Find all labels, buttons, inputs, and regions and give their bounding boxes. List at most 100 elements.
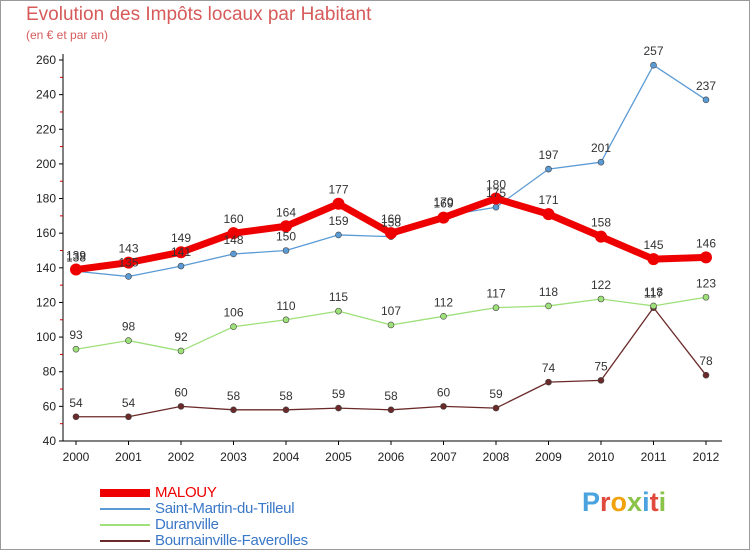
data-point-malouy: [437, 211, 450, 224]
data-point-malouy: [595, 230, 607, 243]
data-label-saint-martin-du-tilleul: 170: [433, 195, 453, 209]
data-point-duranville: [282, 316, 290, 324]
data-label-bournainville-faverolles: 54: [69, 396, 83, 410]
data-label-duranville: 115: [329, 290, 348, 304]
data-point-saint-martin-du-tilleul: [545, 165, 552, 173]
data-label-bournainville-faverolles: 59: [489, 387, 503, 401]
data-point-duranville: [230, 323, 237, 331]
data-label-saint-martin-du-tilleul: 197: [538, 148, 558, 162]
y-tick-label: 80: [43, 365, 57, 379]
data-point-bournainville-faverolles: [492, 404, 500, 412]
legend-label-saint-martin-du-tilleul: Saint-Martin-du-Tilleul: [155, 500, 295, 517]
y-tick-label: 40: [43, 434, 57, 448]
data-label-malouy: 146: [696, 236, 716, 250]
y-tick-label: 60: [43, 399, 57, 413]
x-tick-label: 2011: [641, 450, 667, 464]
data-label-saint-martin-du-tilleul: 237: [696, 79, 716, 93]
x-tick-label: 2010: [588, 450, 615, 464]
data-point-malouy: [647, 253, 660, 266]
data-point-bournainville-faverolles: [597, 377, 605, 384]
data-label-duranville: 98: [122, 320, 136, 334]
y-tick-label: 160: [36, 226, 56, 240]
logo-letter: t: [649, 487, 659, 517]
data-label-duranville: 93: [69, 328, 83, 342]
data-point-saint-martin-du-tilleul: [230, 250, 237, 258]
x-tick-label: 2005: [325, 450, 352, 464]
data-label-duranville: 92: [174, 330, 188, 344]
x-tick-label: 2008: [483, 450, 510, 464]
data-point-duranville: [702, 293, 710, 301]
legend-label-malouy: MALOUY: [155, 484, 217, 501]
data-label-malouy: 160: [381, 212, 401, 226]
data-point-duranville: [335, 307, 342, 315]
data-label-duranville: 123: [696, 276, 716, 290]
y-tick-label: 200: [36, 157, 56, 171]
data-label-malouy: 158: [591, 216, 611, 230]
data-point-duranville: [387, 321, 395, 329]
x-tick-label: 2007: [430, 450, 457, 464]
data-label-bournainville-faverolles: 54: [122, 396, 136, 410]
chart-subtitle: (en € et par an): [26, 28, 109, 42]
data-label-bournainville-faverolles: 75: [594, 359, 608, 373]
data-label-saint-martin-du-tilleul: 159: [328, 214, 348, 228]
data-label-malouy: 177: [328, 183, 348, 197]
proxiti-logo: Proxiti: [582, 487, 666, 518]
series-lines: [70, 61, 712, 421]
data-point-saint-martin-du-tilleul: [650, 61, 657, 69]
data-point-saint-martin-du-tilleul: [702, 96, 710, 104]
data-label-malouy: 164: [276, 205, 296, 219]
data-label-malouy: 145: [643, 238, 663, 252]
y-tick-label: 140: [36, 261, 56, 275]
data-label-bournainville-faverolles: 78: [699, 354, 713, 368]
y-tick-label: 260: [36, 53, 56, 67]
legend-swatch-malouy: [100, 489, 150, 497]
data-label-malouy: 143: [118, 242, 138, 256]
data-point-duranville: [650, 302, 657, 310]
x-tick-label: 2009: [535, 450, 562, 464]
legend-swatch-bournainville-faverolles: [100, 540, 150, 542]
data-point-bournainville-faverolles: [335, 404, 342, 412]
x-tick-label: 2006: [378, 450, 405, 464]
data-point-malouy: [227, 227, 240, 240]
data-labels: 54 54 60 58 58 59 58 60 59 74 75 117 78 93 98 92 106 110 1…: [66, 44, 716, 410]
logo-letter: P: [582, 487, 601, 517]
data-point-bournainville-faverolles: [545, 378, 552, 386]
data-point-bournainville-faverolles: [282, 406, 290, 414]
data-label-saint-martin-du-tilleul: 257: [643, 44, 663, 58]
data-label-duranville: 107: [381, 304, 401, 318]
legend-label-bournainville-faverolles: Bournainville-Faverolles: [155, 532, 308, 549]
data-label-bournainville-faverolles: 60: [174, 385, 188, 399]
x-tick-label: 2004: [273, 450, 300, 464]
data-point-saint-martin-du-tilleul: [597, 158, 605, 166]
data-label-saint-martin-du-tilleul: 138: [66, 250, 86, 264]
x-tick-label: 2003: [220, 450, 247, 464]
data-label-duranville: 117: [486, 287, 505, 301]
data-label-saint-martin-du-tilleul: 158: [381, 216, 401, 230]
data-point-duranville: [545, 302, 552, 310]
data-label-malouy: 171: [538, 193, 558, 207]
legend-swatch-duranville: [100, 524, 150, 526]
data-label-saint-martin-du-tilleul: 201: [591, 141, 611, 155]
data-label-bournainville-faverolles: 58: [227, 389, 241, 403]
data-point-bournainville-faverolles: [440, 403, 447, 410]
data-point-duranville: [597, 295, 605, 303]
data-label-duranville: 122: [591, 278, 611, 292]
chart-title: Evolution des Impôts locaux par Habitant: [26, 4, 372, 25]
data-point-bournainville-faverolles: [230, 406, 237, 414]
data-label-malouy: 169: [433, 197, 453, 211]
data-label-saint-martin-du-tilleul: 141: [171, 245, 191, 259]
data-point-malouy: [175, 246, 187, 259]
y-tick-label: 180: [36, 192, 56, 206]
x-tick-label: 2002: [168, 450, 195, 464]
data-label-duranville: 118: [644, 285, 663, 299]
logo-letter: i: [658, 487, 667, 517]
y-tick-label: 240: [36, 88, 56, 102]
data-label-duranville: 106: [223, 306, 243, 320]
data-label-malouy: 160: [223, 212, 243, 226]
logo-letter: x: [627, 487, 643, 517]
data-point-malouy: [122, 256, 135, 269]
data-label-bournainville-faverolles: 58: [279, 389, 293, 403]
data-label-malouy: 180: [486, 178, 506, 192]
